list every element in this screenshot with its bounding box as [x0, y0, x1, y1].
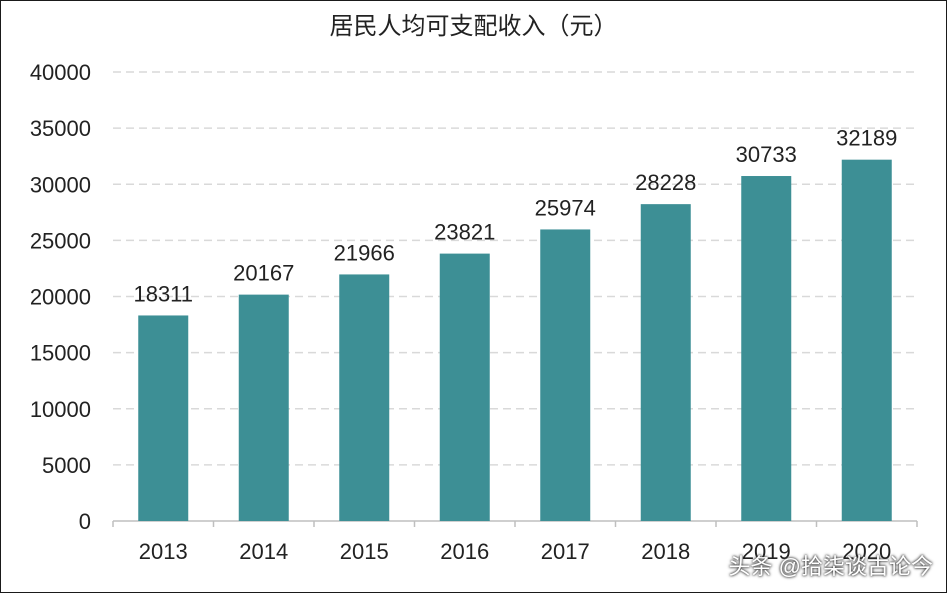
- bar-2014: [238, 294, 289, 521]
- data-label-2015: 21966: [334, 240, 395, 265]
- bar-2020: [841, 159, 892, 522]
- y-axis: 0 5000 10000 15000 20000 25000 30000 35000 40000: [30, 60, 91, 534]
- bar-2019: [741, 176, 792, 521]
- bar-2015: [339, 274, 390, 521]
- data-labels: 18311 20167 21966 23821 25974 28228 30733 32189: [133, 126, 897, 307]
- bar-2016: [439, 253, 490, 522]
- x-tick-label: 2017: [541, 539, 590, 564]
- y-tick-label: 5000: [42, 453, 91, 478]
- x-tick-label: 2014: [239, 539, 288, 564]
- x-axis: 2013 2014 2015 2016 2017 2018 2019 2020: [112, 520, 918, 564]
- y-tick-label: 25000: [30, 228, 91, 253]
- data-label-2019: 30733: [736, 142, 797, 167]
- y-tick-label: 0: [79, 509, 91, 534]
- x-tick-label: 2015: [340, 539, 389, 564]
- y-tick-label: 35000: [30, 116, 91, 141]
- bar-2013: [138, 315, 189, 521]
- data-label-2017: 25974: [535, 195, 596, 220]
- chart-title: 居民人均可支配收入（元）: [329, 13, 618, 40]
- watermark: 头条 @拾柒谈古论今: [728, 554, 933, 579]
- bar-2017: [540, 229, 591, 522]
- bar-2018: [640, 204, 691, 522]
- y-tick-label: 40000: [30, 60, 91, 85]
- y-tick-label: 20000: [30, 285, 91, 310]
- data-label-2014: 20167: [233, 261, 294, 286]
- bars: [138, 159, 892, 522]
- y-tick-label: 15000: [30, 341, 91, 366]
- x-tick-label: 2018: [641, 539, 690, 564]
- x-tick-label: 2019: [742, 539, 791, 564]
- y-tick-label: 10000: [30, 397, 91, 422]
- y-tick-label: 30000: [30, 172, 91, 197]
- data-label-2016: 23821: [434, 220, 495, 245]
- x-tick-label: 2013: [139, 539, 188, 564]
- data-label-2013: 18311: [133, 281, 193, 306]
- x-tick-label: 2016: [440, 539, 489, 564]
- x-tick-label: 2020: [842, 539, 891, 564]
- data-label-2018: 28228: [635, 170, 696, 195]
- data-label-2020: 32189: [836, 126, 897, 151]
